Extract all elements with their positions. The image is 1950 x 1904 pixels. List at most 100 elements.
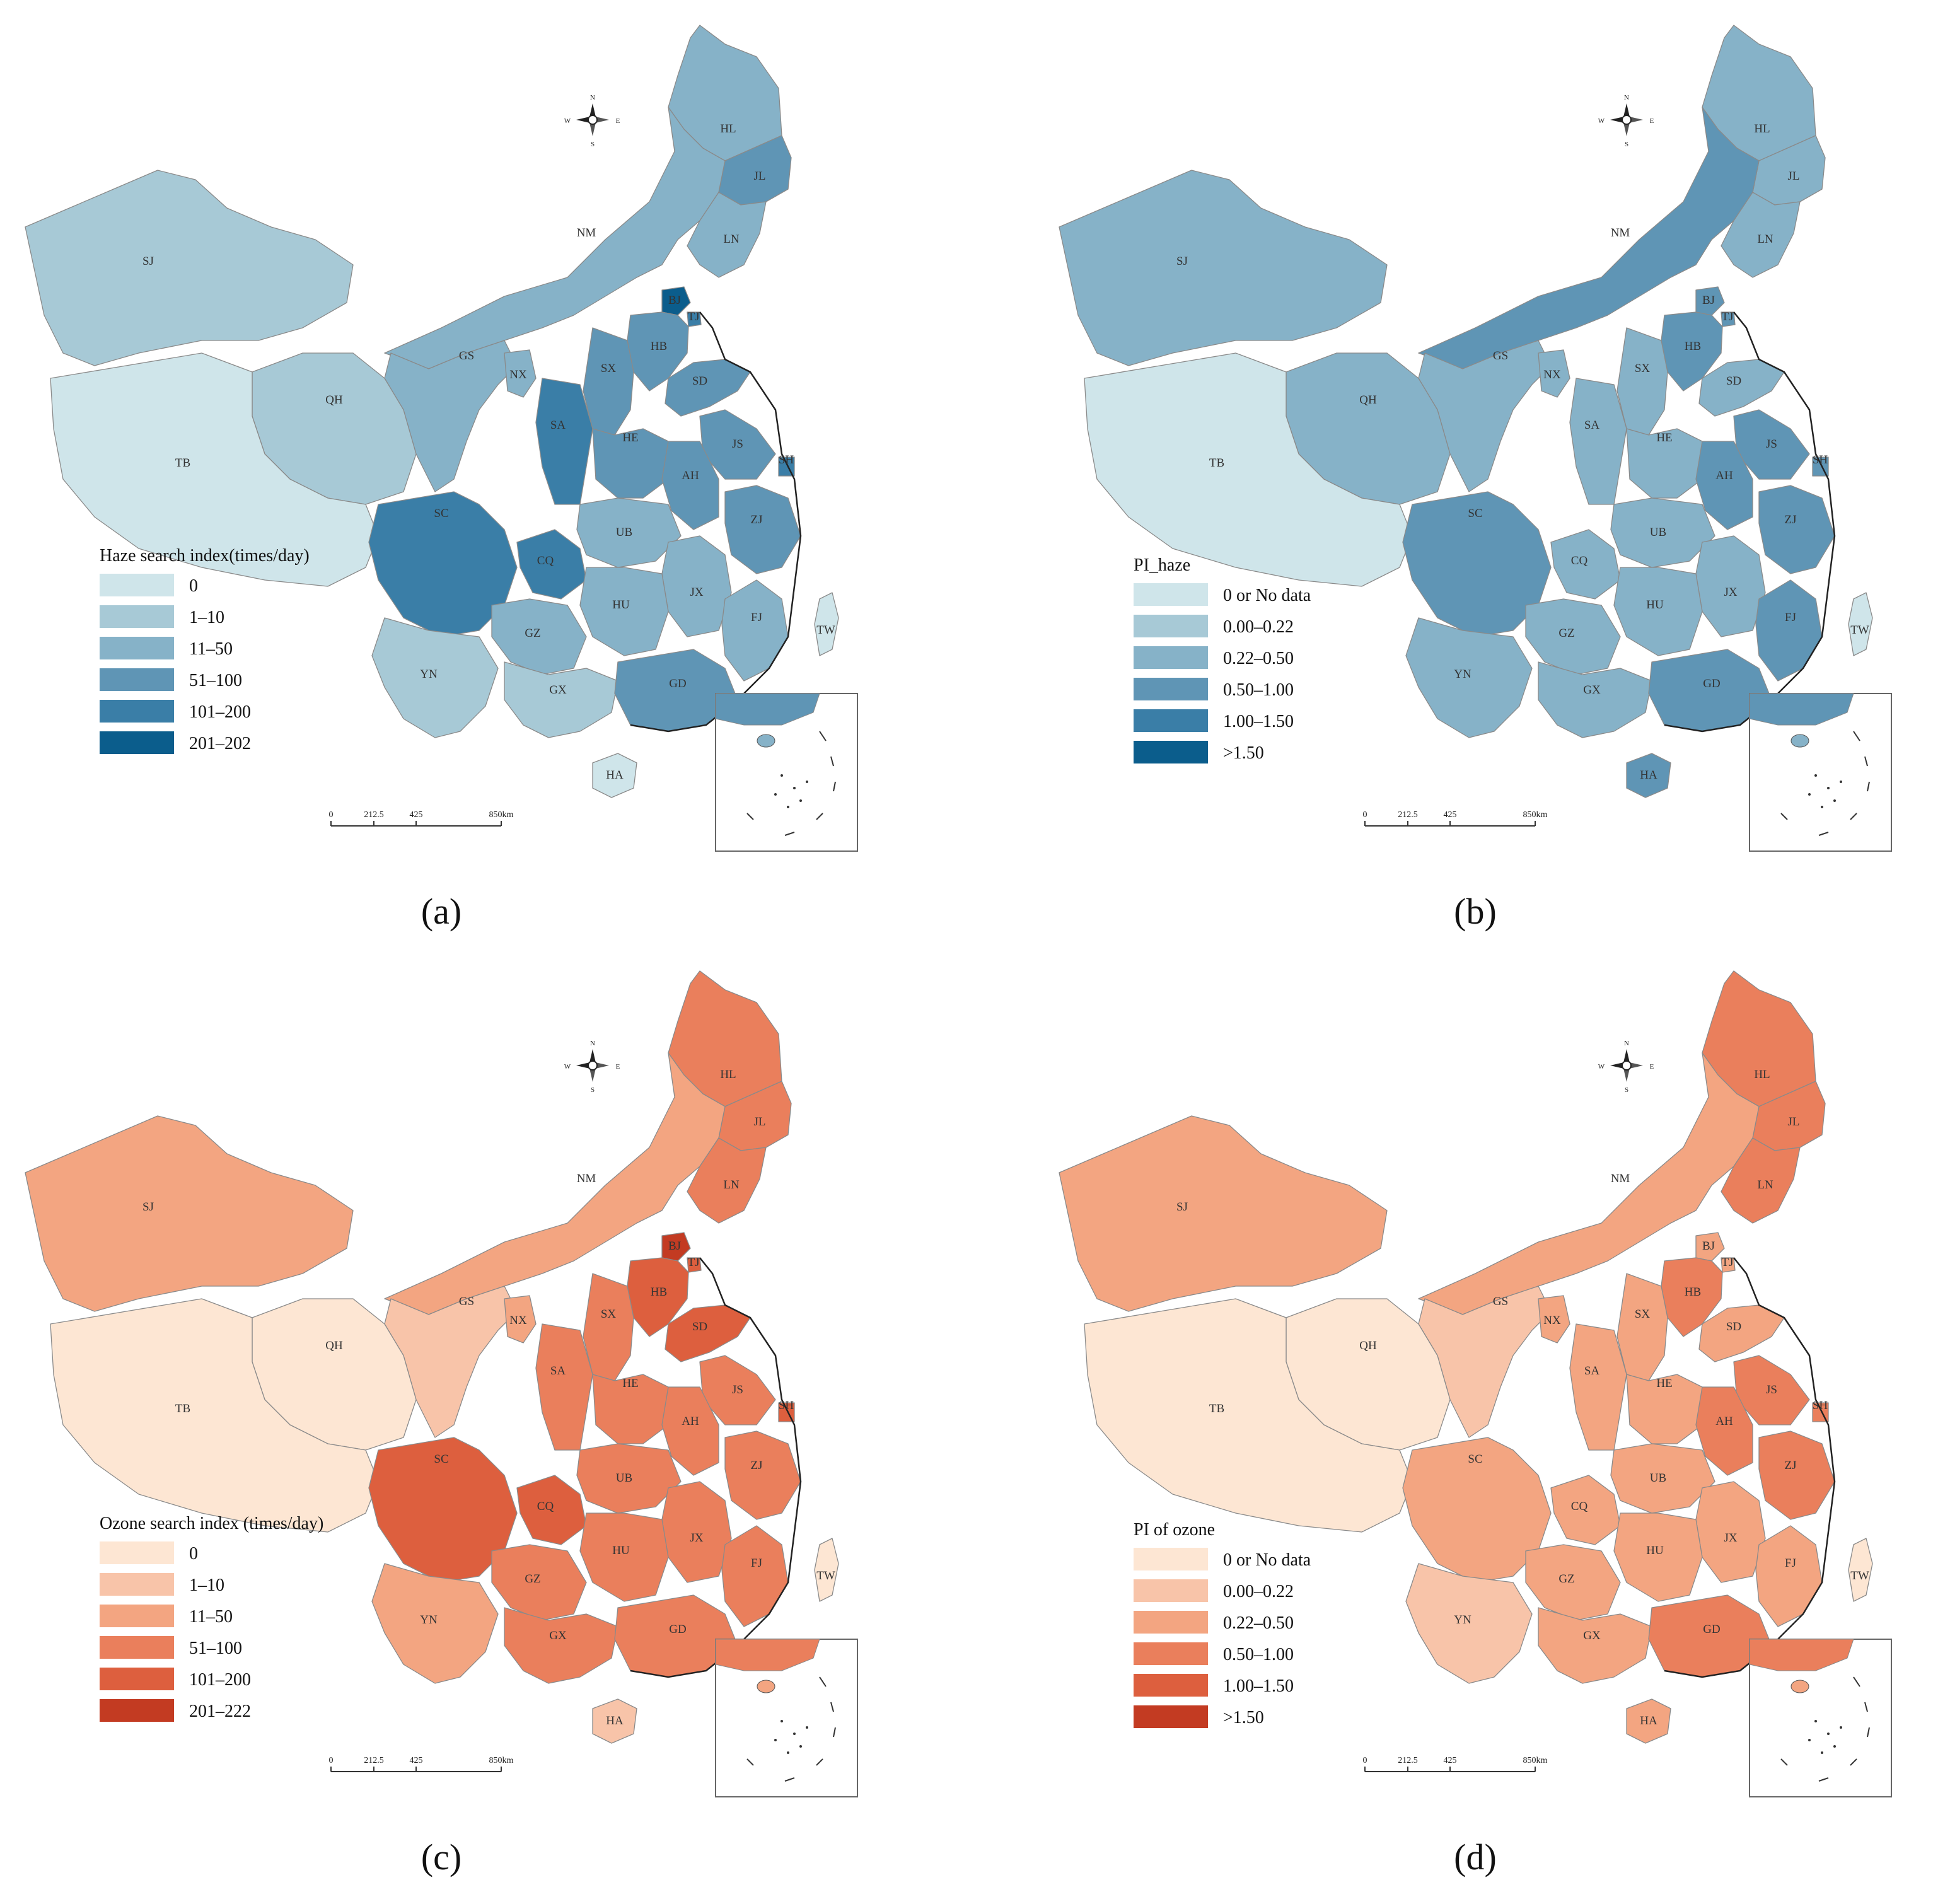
province-label-hb: HB <box>651 340 667 353</box>
inset-island <box>793 787 796 789</box>
legend-swatch <box>1134 646 1208 669</box>
province-hu <box>1613 1512 1703 1602</box>
province-sa <box>535 378 593 505</box>
legend: PI of ozone 0 or No data 0.00–0.22 0.22–0.5… <box>1134 1520 1311 1728</box>
south-china-sea-inset <box>1749 1639 1892 1797</box>
province-ub <box>1610 1443 1715 1514</box>
province-sx <box>583 1273 634 1381</box>
province-label-nm: NM <box>577 226 596 240</box>
province-nx <box>504 1295 537 1344</box>
province-label-ah: AH <box>1715 1415 1733 1428</box>
compass-letter-e: E <box>1650 1063 1654 1071</box>
province-label-tj: TJ <box>688 1256 700 1269</box>
legend-swatch <box>1134 741 1208 763</box>
inset-boundary-dash <box>830 1702 834 1712</box>
inset-boundary-dash <box>1867 1727 1870 1738</box>
legend-swatch <box>1134 1611 1208 1634</box>
province-label-nx: NX <box>509 1314 527 1327</box>
legend-label: 0 or No data <box>1223 586 1311 605</box>
province-label-sj: SJ <box>1176 1200 1188 1214</box>
province-label-sa: SA <box>1584 1364 1600 1378</box>
compass-letter-w: W <box>564 117 571 125</box>
province-cq <box>516 1475 587 1545</box>
legend-label: 0.22–0.50 <box>1223 1613 1294 1633</box>
legend: Ozone search index (times/day) 0 1–10 11–50… <box>100 1514 323 1722</box>
inset-hainan <box>757 1680 775 1693</box>
province-label-jl: JL <box>1788 170 1800 183</box>
province-label-gs: GS <box>1493 349 1508 363</box>
inset-boundary-dash <box>1780 813 1788 820</box>
province-cq <box>1550 529 1621 600</box>
province-tj <box>687 311 702 327</box>
province-sj <box>25 1115 354 1312</box>
province-label-gz: GZ <box>525 627 540 640</box>
province-label-he: HE <box>1656 1377 1672 1390</box>
province-label-cq: CQ <box>1571 1500 1588 1513</box>
province-label-gx: GX <box>549 683 567 697</box>
province-label-yn: YN <box>1454 668 1471 681</box>
inset-boundary-dash <box>784 1777 795 1782</box>
compass-letter-n: N <box>1624 1040 1629 1047</box>
inset-island <box>1833 1745 1836 1748</box>
province-yn <box>1405 1563 1533 1684</box>
coastline <box>630 311 802 733</box>
province-label-hb: HB <box>1685 340 1701 353</box>
province-sd <box>665 1304 751 1362</box>
province-label-fj: FJ <box>751 1557 762 1570</box>
province-tw <box>814 1538 839 1602</box>
province-bj <box>661 286 691 316</box>
south-china-sea-inset <box>1749 693 1892 852</box>
inset-island <box>781 774 783 777</box>
panel-caption: (b) <box>1454 891 1497 932</box>
province-label-he: HE <box>622 1377 638 1390</box>
province-yn <box>371 1563 499 1684</box>
inset-boundary-dash <box>830 756 834 767</box>
compass-letter-n: N <box>590 94 595 102</box>
compass-letter-e: E <box>616 1063 620 1071</box>
inset-hainan <box>757 734 775 748</box>
compass-center <box>588 1060 598 1071</box>
legend-title: PI_haze <box>1134 555 1190 575</box>
province-label-sx: SX <box>1635 1308 1651 1321</box>
compass-letter-n: N <box>590 1040 595 1047</box>
province-layer <box>1059 25 1873 798</box>
province-label-zj: ZJ <box>1785 513 1797 526</box>
scale-label: 0 <box>1363 1756 1367 1765</box>
legend-swatch <box>100 605 174 628</box>
province-label-sx: SX <box>601 362 617 375</box>
inset-boundary-dash <box>1864 1702 1868 1712</box>
province-label-bj: BJ <box>668 1239 681 1253</box>
inset-boundary-dash <box>746 813 754 820</box>
province-label-ub: UB <box>616 526 632 539</box>
south-china-sea-inset <box>715 1639 858 1797</box>
province-tj <box>687 1257 702 1273</box>
province-hu <box>579 567 669 656</box>
province-label-tj: TJ <box>1722 1256 1734 1269</box>
legend-label: 1.00–1.50 <box>1223 712 1294 731</box>
legend-swatch <box>1134 1642 1208 1665</box>
province-label-gx: GX <box>549 1629 567 1642</box>
province-label-tb: TB <box>1209 456 1224 470</box>
scale-bar: 0 212.5 425 850km <box>329 1756 514 1772</box>
compass-letter-e: E <box>1650 117 1654 125</box>
compass-letter-s: S <box>591 141 595 148</box>
province-tj <box>1721 1257 1736 1273</box>
province-zj <box>1758 485 1835 574</box>
province-sd <box>1698 359 1785 417</box>
south-china-sea-inset <box>715 693 858 852</box>
province-label-nm: NM <box>1611 226 1630 240</box>
province-label-jx: JX <box>1724 586 1737 599</box>
province-bj <box>661 1232 691 1262</box>
province-label-gs: GS <box>459 1295 474 1308</box>
compass-center <box>1622 115 1632 125</box>
province-label-tb: TB <box>1209 1402 1224 1415</box>
legend-title: Ozone search index (times/day) <box>100 1514 323 1533</box>
inset-boundary-dash <box>746 1758 754 1766</box>
legend-label: 0.00–0.22 <box>1223 1582 1294 1601</box>
inset-island <box>787 1751 789 1754</box>
legend-swatch <box>100 1636 174 1659</box>
province-label-cq: CQ <box>537 554 554 567</box>
legend-swatch <box>100 1668 174 1690</box>
legend-swatch <box>1134 1674 1208 1697</box>
